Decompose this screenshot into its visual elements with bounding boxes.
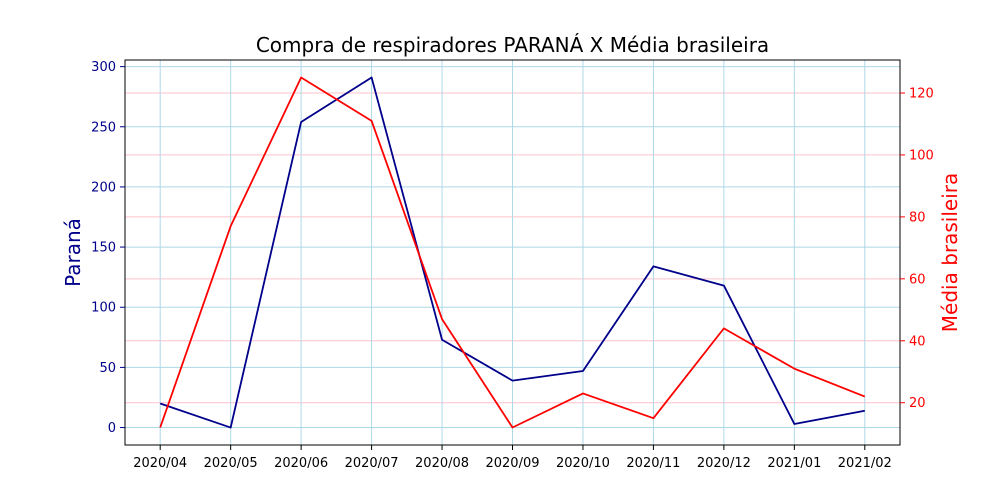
x-axis: 2020/04 2020/05 2020/06 2020/07 2020/08 2020/… [133,445,892,471]
left-y-tick-label: 250 [91,120,116,135]
x-tick-label: 2020/05 [204,456,258,471]
left-y-axis: 0 50 100 150 200 250 300 [91,60,125,436]
x-tick-label: 2020/12 [697,456,751,471]
left-y-tick-label: 300 [91,60,116,75]
chart-title: Compra de respiradores PARANÁ X Média br… [256,33,769,57]
left-y-tick-label: 0 [108,421,116,436]
right-y-tick-label: 40 [909,334,926,349]
right-y-tick-label: 20 [909,396,926,411]
series-lines [159,76,866,429]
x-tick-label: 2021/01 [767,456,821,471]
x-tick-label: 2020/04 [133,456,187,471]
left-y-tick-label: 150 [91,241,116,256]
right-y-tick-label: 80 [909,210,926,225]
right-y-tick-label: 120 [909,86,934,101]
media-brasileira-series-line [159,76,866,429]
x-tick-label: 2020/08 [415,456,469,471]
right-y-axis: 20 40 60 80 100 120 [900,86,934,411]
right-y-tick-label: 100 [909,148,934,163]
parana-series-line [159,76,865,429]
right-axis-label: Média brasileira [938,173,962,332]
right-y-tick-label: 60 [909,272,926,287]
x-tick-label: 2020/07 [345,456,399,471]
x-tick-label: 2020/06 [274,456,328,471]
x-tick-label: 2020/10 [556,456,610,471]
x-tick-label: 2021/02 [838,456,892,471]
x-tick-label: 2020/11 [626,456,680,471]
left-y-tick-label: 100 [91,301,116,316]
grid [125,60,900,445]
left-y-tick-label: 50 [99,361,116,376]
left-y-tick-label: 200 [91,180,116,195]
x-tick-label: 2020/09 [485,456,539,471]
left-axis-label: Paraná [61,218,85,287]
